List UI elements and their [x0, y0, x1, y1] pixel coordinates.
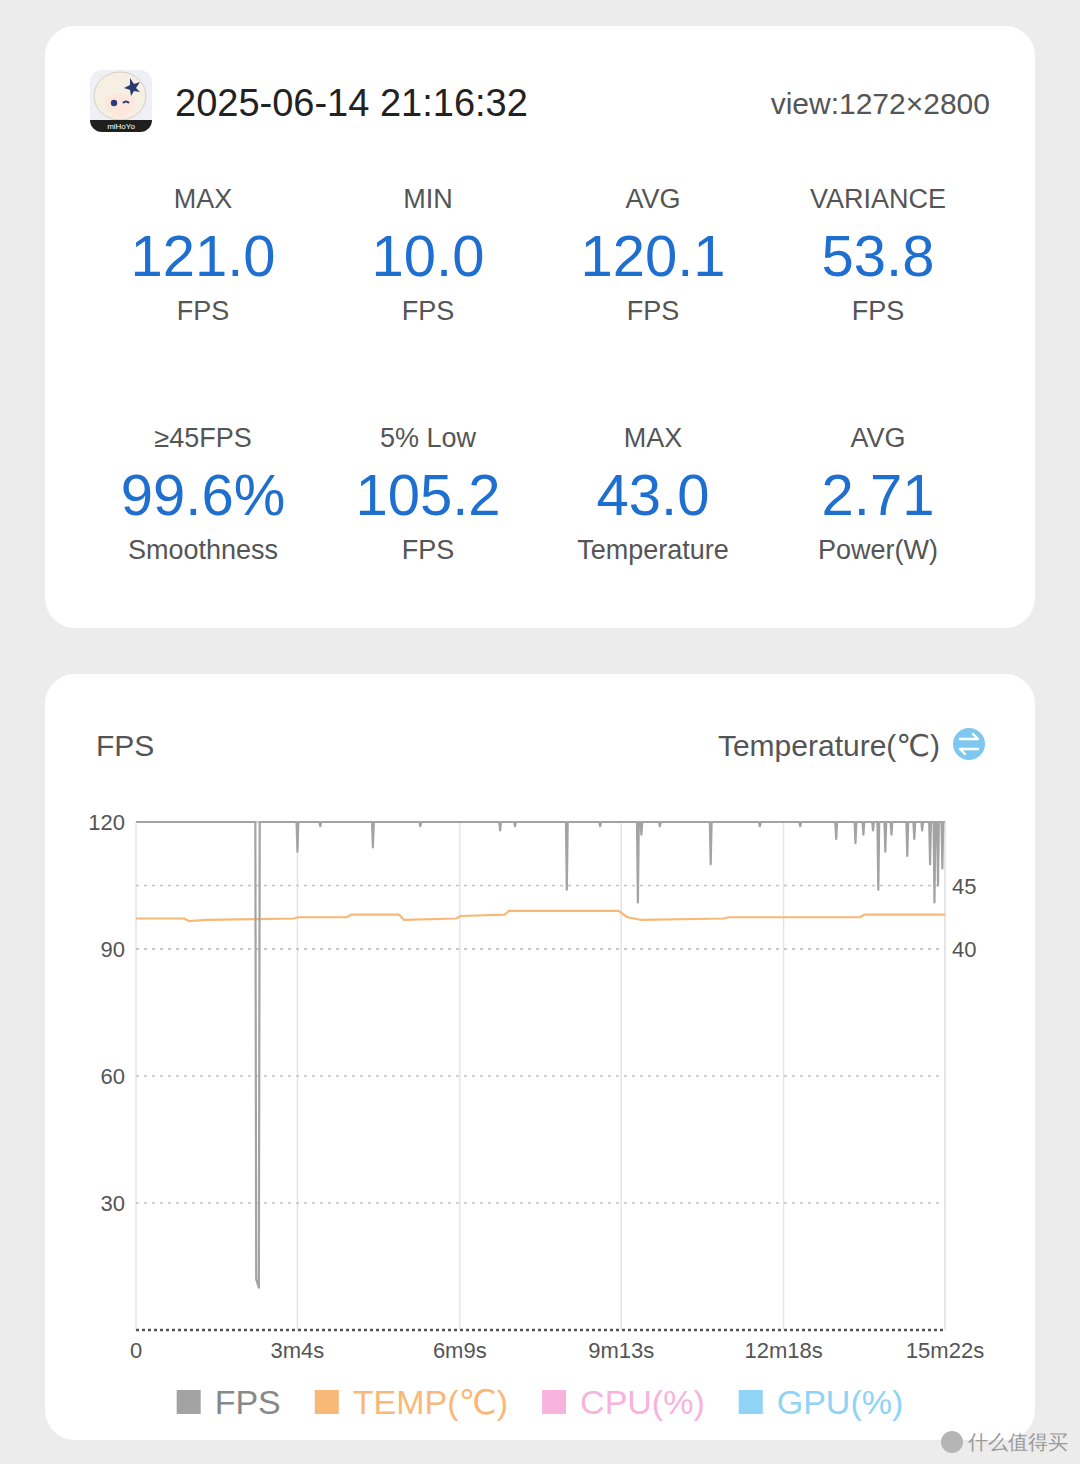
x-grid-line [620, 822, 622, 1330]
background [0, 0, 1080, 1464]
x-axis-line [136, 1329, 945, 1332]
legend-label: TEMP(℃) [353, 1383, 508, 1421]
icon-body [90, 70, 152, 132]
plot-area [136, 822, 945, 1288]
y-tick-label: 120 [88, 810, 125, 835]
x-tick-label: 0 [130, 1338, 142, 1363]
icon-bg [90, 70, 152, 132]
stat-value: 10.0 [372, 223, 485, 288]
stat-unit: FPS [402, 296, 455, 326]
chart-card [45, 674, 1035, 1440]
watermark-logo [941, 1431, 963, 1453]
legend: FPS TEMP(℃) CPU(%) GPU(%) [177, 1383, 904, 1421]
stat-label: MIN [403, 184, 453, 214]
stat-unit: Temperature [577, 535, 729, 565]
toggle-arrows [960, 734, 978, 754]
stat-label: AVG [625, 184, 680, 214]
stat-label: ≥45FPS [154, 423, 251, 453]
stat-unit: FPS [402, 535, 455, 565]
axis-toggle[interactable] [953, 728, 985, 760]
stat-label: 5% Low [380, 423, 477, 453]
app-icon: miHoYo [90, 70, 152, 132]
y2-tick-label: 40 [952, 937, 976, 962]
y-grid-line [136, 948, 945, 950]
stat-label: AVG [850, 423, 905, 453]
stat-value: 121.0 [130, 223, 275, 288]
x-grid-line [944, 822, 946, 1330]
page: miHoYo 2025-06-14 21:16:32 view:1272×2800 M… [0, 0, 1080, 1464]
y-grid-line [136, 1075, 945, 1077]
watermark: 什么值得买 [941, 1431, 1068, 1453]
legend-label: CPU(%) [580, 1383, 705, 1421]
y-tick-label: 90 [101, 937, 125, 962]
stat-label: MAX [624, 423, 683, 453]
view-size: view:1272×2800 [771, 87, 990, 120]
x-tick-label: 15m22s [906, 1338, 984, 1363]
x-tick-label: 9m13s [588, 1338, 654, 1363]
y2-grid-line [136, 948, 945, 950]
legend-label: FPS [215, 1383, 281, 1421]
y-axis-title: FPS [96, 729, 154, 762]
stat-unit: FPS [852, 296, 905, 326]
stat-value: 99.6% [121, 462, 285, 527]
stat-unit: FPS [177, 296, 230, 326]
icon-hair [94, 72, 146, 120]
icon-text: miHoYo [107, 122, 135, 131]
y2-grid-line [136, 885, 945, 887]
stat-unit: Smoothness [128, 535, 278, 565]
toggle-circle [953, 728, 985, 760]
stat-value: 120.1 [580, 223, 725, 288]
legend-swatch [315, 1390, 339, 1414]
y-grid-line [136, 1202, 945, 1204]
x-grid-line [459, 822, 461, 1330]
stat-value: 105.2 [355, 462, 500, 527]
temp-line [136, 911, 945, 921]
y-tick-label: 30 [101, 1191, 125, 1216]
legend-label: GPU(%) [777, 1383, 904, 1421]
stat-unit: Power(W) [818, 535, 938, 565]
summary-card [45, 26, 1035, 628]
x-tick-label: 12m18s [744, 1338, 822, 1363]
icon-eye [111, 100, 117, 106]
icon-eye [123, 102, 129, 104]
fps-line [136, 822, 945, 1288]
icon-star [124, 78, 140, 96]
watermark-text: 什么值得买 [967, 1431, 1068, 1453]
stat-value: 2.71 [822, 462, 935, 527]
legend-swatch [542, 1390, 566, 1414]
legend-swatch [739, 1390, 763, 1414]
stat-unit: FPS [627, 296, 680, 326]
icon-band [90, 120, 152, 132]
y2-axis-line [944, 822, 946, 1330]
timestamp: 2025-06-14 21:16:32 [175, 82, 528, 124]
x-tick-label: 6m9s [433, 1338, 487, 1363]
stat-value: 43.0 [597, 462, 710, 527]
stat-value: 53.8 [822, 223, 935, 288]
stat-label: VARIANCE [810, 184, 946, 214]
legend-swatch [177, 1390, 201, 1414]
y2-axis-title: Temperature(℃) [718, 729, 940, 762]
y2-tick-label: 45 [952, 874, 976, 899]
grid [136, 822, 945, 1330]
x-tick-label: 3m4s [271, 1338, 325, 1363]
y-tick-label: 60 [101, 1064, 125, 1089]
stat-label: MAX [174, 184, 233, 214]
